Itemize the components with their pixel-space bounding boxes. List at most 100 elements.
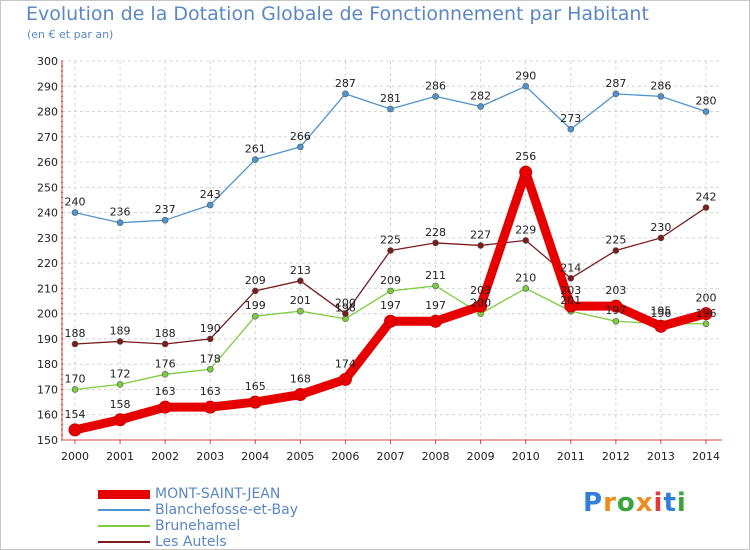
data-point <box>567 274 575 282</box>
data-point <box>702 320 710 328</box>
chart-title: Evolution de la Dotation Globale de Fonc… <box>26 3 649 25</box>
legend-swatch <box>98 489 150 499</box>
data-label: 282 <box>470 89 491 102</box>
data-label: 230 <box>650 221 671 234</box>
data-label: 286 <box>650 79 671 92</box>
legend-item: Blanchefosse-et-Bay <box>98 502 398 518</box>
x-tick-label: 2014 <box>692 450 720 463</box>
data-point <box>567 125 575 133</box>
data-point <box>342 90 349 98</box>
data-label: 158 <box>110 398 131 411</box>
legend-label: Les Autels <box>155 534 227 550</box>
data-point <box>158 400 172 414</box>
data-point <box>113 413 127 427</box>
data-label: 163 <box>200 385 221 398</box>
data-point <box>522 82 530 90</box>
data-point <box>206 365 214 373</box>
data-point <box>338 372 352 386</box>
data-label: 197 <box>605 304 626 317</box>
x-tick-label: 2001 <box>106 450 134 463</box>
data-point <box>657 93 665 100</box>
data-point <box>203 400 217 414</box>
data-label: 225 <box>380 234 401 247</box>
data-point <box>116 219 124 227</box>
data-label: 229 <box>515 223 536 236</box>
data-label: 203 <box>605 284 626 297</box>
legend-label: MONT-SAINT-JEAN <box>155 486 281 502</box>
data-label: 200 <box>335 297 356 310</box>
data-point <box>342 310 349 317</box>
data-point <box>612 317 620 325</box>
x-tick-label: 2000 <box>61 450 89 463</box>
data-label: 190 <box>200 322 221 335</box>
data-label: 210 <box>515 271 536 284</box>
data-point <box>432 239 439 247</box>
data-point <box>297 277 304 285</box>
y-tick-label: 230 <box>37 232 58 245</box>
data-point <box>657 234 665 242</box>
data-label: 225 <box>605 234 626 247</box>
y-tick-label: 290 <box>37 80 58 93</box>
data-label: 203 <box>470 284 491 297</box>
data-label: 214 <box>560 261 581 274</box>
data-point <box>71 209 79 216</box>
data-point <box>432 93 439 100</box>
data-point <box>68 423 82 437</box>
data-point <box>384 314 397 328</box>
data-point <box>699 307 713 321</box>
data-label: 266 <box>290 130 311 143</box>
proxiti-logo: Proxiti <box>583 488 687 518</box>
data-point <box>206 335 214 343</box>
data-label: 287 <box>605 77 626 90</box>
data-label: 280 <box>696 95 717 108</box>
x-tick-label: 2012 <box>602 450 630 463</box>
x-tick-label: 2013 <box>647 450 675 463</box>
legend-swatch <box>98 525 150 527</box>
y-tick-label: 240 <box>37 207 58 220</box>
data-label: 209 <box>245 274 266 287</box>
y-tick-label: 180 <box>37 358 58 371</box>
data-label: 174 <box>335 357 356 370</box>
data-label: 201 <box>290 294 311 307</box>
data-point <box>654 319 668 333</box>
y-tick-label: 220 <box>37 257 58 270</box>
data-point <box>387 105 394 113</box>
x-tick-label: 2003 <box>196 450 224 463</box>
data-point <box>116 381 124 388</box>
y-tick-label: 150 <box>37 434 58 447</box>
y-tick-label: 200 <box>37 308 58 321</box>
data-point <box>432 282 439 290</box>
data-label: 228 <box>425 226 446 239</box>
data-label: 287 <box>335 77 356 90</box>
y-tick-label: 170 <box>37 383 58 396</box>
data-label: 200 <box>470 297 491 310</box>
data-label: 154 <box>65 408 86 421</box>
data-point <box>248 395 262 409</box>
y-tick-label: 260 <box>37 156 58 169</box>
data-point <box>474 299 488 313</box>
data-label: 256 <box>515 150 536 163</box>
y-tick-label: 250 <box>37 181 58 194</box>
data-label: 290 <box>515 69 536 82</box>
logo-letter: P <box>583 488 604 518</box>
data-label: 189 <box>110 324 131 337</box>
data-point <box>297 307 304 315</box>
data-label: 240 <box>65 196 86 209</box>
data-point <box>161 340 169 348</box>
data-label: 196 <box>650 307 671 320</box>
data-point <box>161 216 169 224</box>
data-label: 165 <box>245 380 266 393</box>
y-tick-label: 280 <box>37 106 58 119</box>
data-label: 196 <box>696 307 717 320</box>
x-tick-label: 2008 <box>422 450 450 463</box>
data-label: 197 <box>380 299 401 312</box>
data-label: 168 <box>290 373 311 386</box>
data-point <box>387 287 394 295</box>
data-point <box>429 314 443 328</box>
x-tick-label: 2006 <box>331 450 359 463</box>
data-label: 281 <box>380 92 401 105</box>
data-label: 197 <box>425 299 446 312</box>
data-label: 242 <box>696 191 717 204</box>
x-tick-label: 2004 <box>241 450 269 463</box>
x-tick-label: 2002 <box>151 450 179 463</box>
